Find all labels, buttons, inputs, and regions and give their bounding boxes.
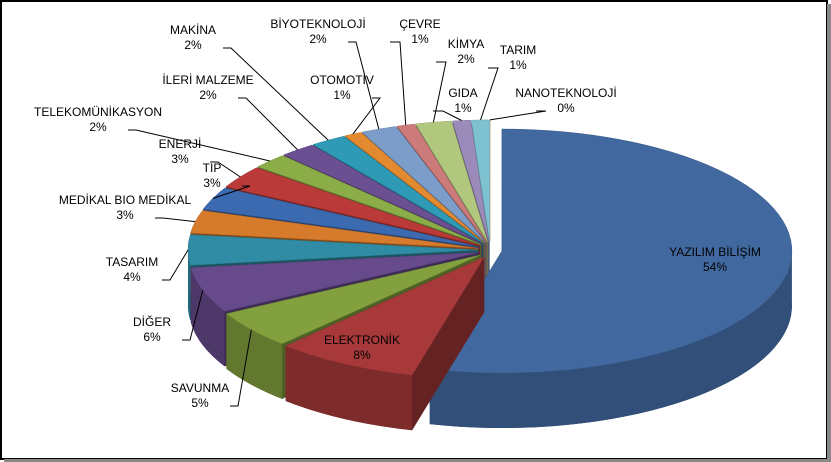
category-label: TELEKOMÜNİKASYON xyxy=(34,105,162,119)
leader-line xyxy=(162,249,189,281)
slice xyxy=(190,210,479,249)
category-label: TASARIM xyxy=(106,255,158,269)
data-label: SAVUNMA 5% xyxy=(171,381,229,410)
data-label: OTOMOTİV 1% xyxy=(310,73,374,102)
value-label: 1% xyxy=(411,32,429,46)
value-label: 2% xyxy=(184,38,202,52)
slice xyxy=(429,128,793,374)
category-label: NANOTEKNOLOJİ xyxy=(515,86,616,100)
value-label: 2% xyxy=(457,52,475,66)
data-label: ELEKTRONİK 8% xyxy=(324,333,400,362)
slice-side xyxy=(226,313,282,399)
category-label: SAVUNMA xyxy=(171,381,229,395)
slice-group xyxy=(429,128,793,429)
category-label: DİĞER xyxy=(133,314,171,329)
slice-side xyxy=(190,267,225,367)
category-label: MAKİNA xyxy=(170,23,216,37)
slice xyxy=(257,155,482,245)
category-label: BİYOTEKNOLOJİ xyxy=(270,17,365,31)
data-label: MAKİNA 2% xyxy=(170,23,216,52)
data-label: TARIM 1% xyxy=(500,43,536,72)
value-label: 54% xyxy=(703,260,727,274)
category-label: ENERJİ xyxy=(159,137,202,151)
leader-line xyxy=(433,110,462,121)
value-label: 3% xyxy=(203,176,221,190)
data-label: NANOTEKNOLOJİ 0% xyxy=(515,86,616,115)
data-label: YAZILIM BİLİŞİM 54% xyxy=(669,245,761,274)
data-label: TELEKOMÜNİKASYON 2% xyxy=(34,105,162,134)
value-label: 2% xyxy=(89,120,107,134)
value-label: 5% xyxy=(191,396,209,410)
leader-line xyxy=(155,217,196,223)
value-label: 8% xyxy=(353,348,371,362)
leader-line xyxy=(489,110,547,121)
category-label: TARIM xyxy=(500,43,536,57)
slice-side xyxy=(188,250,191,321)
data-label: BİYOTEKNOLOJİ 2% xyxy=(270,17,365,46)
leader-line xyxy=(352,97,382,135)
value-label: 3% xyxy=(171,152,189,166)
slice xyxy=(312,136,484,244)
slice xyxy=(396,123,487,243)
slice-side xyxy=(285,346,413,431)
slice-side xyxy=(429,251,792,429)
leader-line xyxy=(210,161,241,178)
data-label: MEDİKAL BIO MEDİKAL 3% xyxy=(59,193,192,222)
leader-line xyxy=(238,97,298,151)
category-label: ELEKTRONİK xyxy=(324,333,400,347)
data-label: TIP 3% xyxy=(203,161,222,190)
category-label: YAZILIM BİLİŞİM xyxy=(669,245,761,259)
value-label: 4% xyxy=(123,270,141,284)
slice xyxy=(225,254,481,345)
slice xyxy=(187,234,479,266)
slice-group xyxy=(285,256,485,431)
slice xyxy=(361,126,486,243)
leader-line xyxy=(212,185,251,199)
data-label: İLERİ MALZEME 2% xyxy=(162,73,253,102)
data-label: KİMYA 2% xyxy=(448,37,484,66)
value-label: 0% xyxy=(557,101,575,115)
data-label: TASARIM 4% xyxy=(106,255,158,284)
leader-line xyxy=(223,47,329,141)
category-label: OTOMOTİV xyxy=(310,73,374,87)
leader-line xyxy=(480,67,499,121)
leader-line xyxy=(128,129,270,162)
frame-shadow xyxy=(4,459,831,462)
value-label: 6% xyxy=(143,330,161,344)
value-label: 3% xyxy=(116,208,134,222)
value-label: 1% xyxy=(509,58,527,72)
slice xyxy=(285,256,485,376)
value-label: 2% xyxy=(199,88,217,102)
data-label: GIDA 1% xyxy=(448,86,477,115)
value-label: 2% xyxy=(309,32,327,46)
category-label: KİMYA xyxy=(448,37,484,51)
data-label: ENERJİ 3% xyxy=(159,137,202,166)
data-label: ÇEVRE 1% xyxy=(399,17,440,46)
leader-line xyxy=(432,61,447,123)
category-label: MEDİKAL BIO MEDİKAL xyxy=(59,193,192,207)
leader-line xyxy=(230,329,252,407)
category-label: ÇEVRE xyxy=(399,17,440,31)
value-label: 1% xyxy=(333,88,351,102)
leader-line xyxy=(182,290,204,341)
leader-line xyxy=(390,41,407,126)
leader-line xyxy=(348,41,380,130)
category-label: TIP xyxy=(203,161,222,175)
value-label: 1% xyxy=(454,101,472,115)
frame-shadow xyxy=(827,4,831,462)
category-label: İLERİ MALZEME xyxy=(162,73,253,87)
data-label: DİĞER 6% xyxy=(133,314,171,344)
category-label: GIDA xyxy=(448,86,477,100)
slice xyxy=(415,120,488,243)
